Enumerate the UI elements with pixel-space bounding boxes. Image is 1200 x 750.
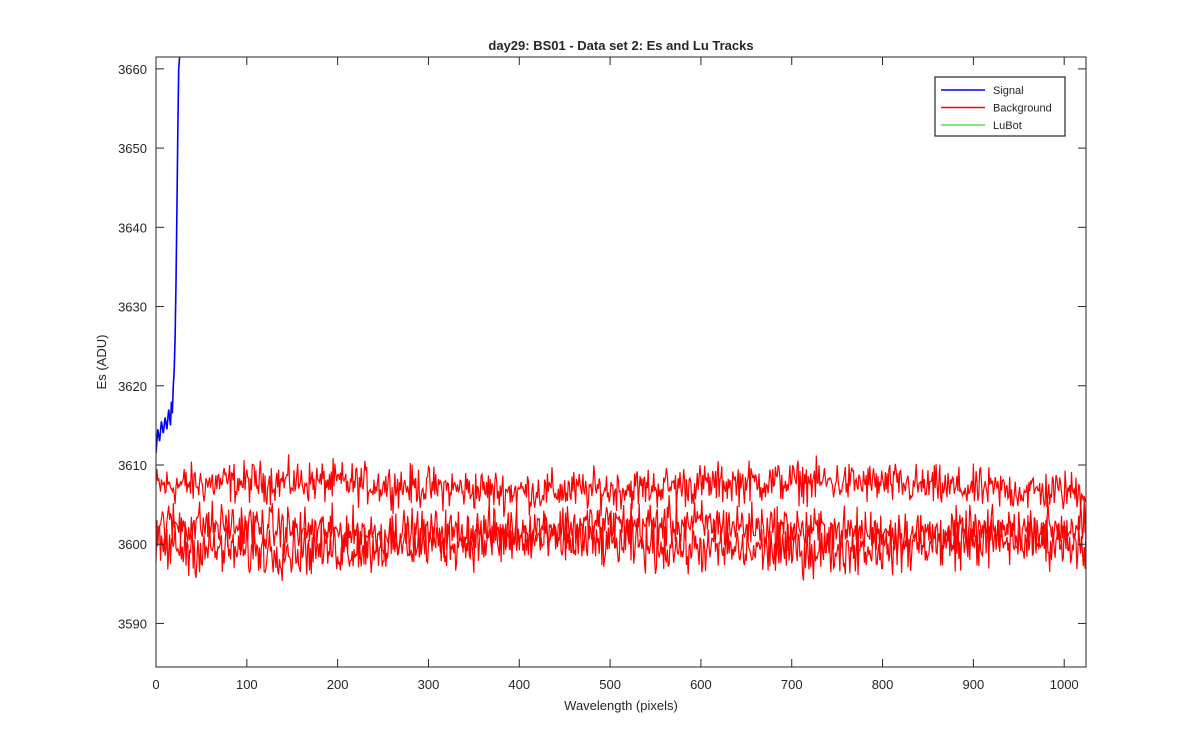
y-tick-label: 3650	[118, 141, 147, 156]
series-line-background-track-2	[156, 495, 1086, 563]
x-tick-label: 900	[963, 677, 985, 692]
legend-label-background: Background	[993, 103, 1052, 115]
x-tick-label: 0	[152, 677, 159, 692]
legend-box	[934, 76, 1066, 137]
y-tick-label: 3590	[118, 616, 147, 631]
x-tick-label: 700	[781, 677, 803, 692]
x-tick-label: 100	[236, 677, 258, 692]
series-line-signal	[156, 57, 181, 454]
x-tick-label: 800	[872, 677, 894, 692]
y-tick-label: 3600	[118, 537, 147, 552]
x-tick-label: 200	[327, 677, 349, 692]
y-tick-label: 3630	[118, 300, 147, 315]
plot-area	[156, 57, 1086, 581]
y-tick-label: 3620	[118, 379, 147, 394]
series-line-background-track-1	[156, 454, 1086, 517]
y-tick-label: 3660	[118, 62, 147, 77]
x-tick-label: 300	[418, 677, 440, 692]
legend-label-lubot: LuBot	[993, 120, 1022, 132]
chart-title: day29: BS01 - Data set 2: Es and Lu Trac…	[488, 38, 753, 53]
y-tick-label: 3610	[118, 458, 147, 473]
legend: Signal Background LuBot	[934, 76, 1066, 137]
axes-box	[155, 56, 1087, 668]
series-line-background-track-3	[156, 510, 1086, 581]
legend-label-signal: Signal	[993, 85, 1024, 97]
y-axis-label: Es (ADU)	[94, 335, 109, 390]
x-tick-label: 600	[690, 677, 712, 692]
x-tick-label: 500	[599, 677, 621, 692]
x-axis-label: Wavelength (pixels)	[564, 698, 678, 713]
y-tick-label: 3640	[118, 220, 147, 235]
x-tick-label: 1000	[1050, 677, 1079, 692]
axes: 0 100 200 300 400 500 600 700 800 900 1000 3590 3600…	[118, 56, 1087, 692]
x-tick-label: 400	[508, 677, 530, 692]
